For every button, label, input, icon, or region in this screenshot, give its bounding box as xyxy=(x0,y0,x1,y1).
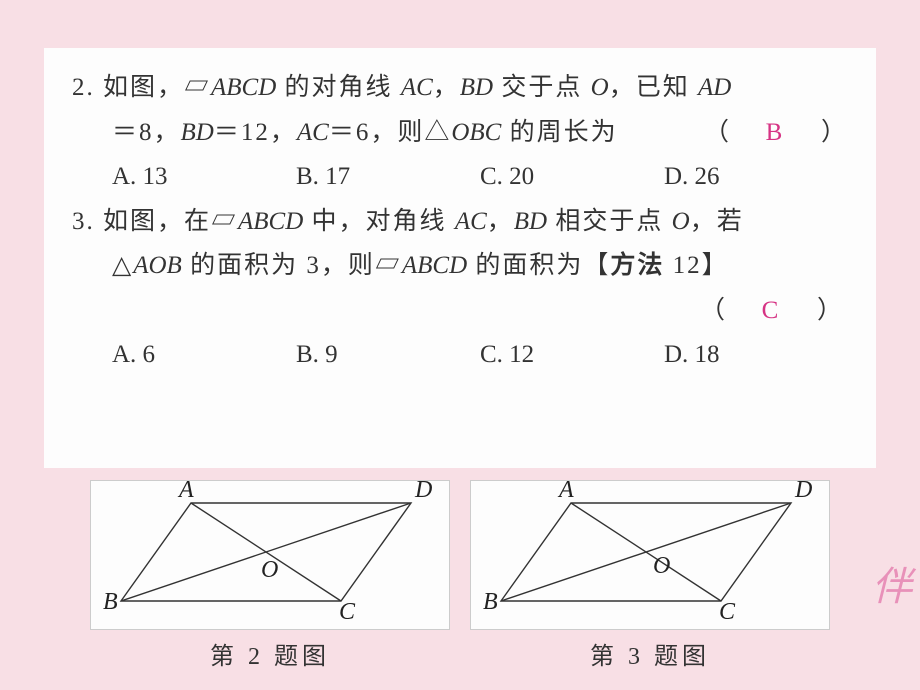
q2-answer-paren: （B） xyxy=(704,111,848,156)
q2-option-a: A. 13 xyxy=(112,155,296,200)
fig3-label-C: C xyxy=(719,599,735,626)
q3-line2: △AOB 的面积为 3，则▱ABCD 的面积为【方法 12】 xyxy=(72,244,848,289)
q2-option-b: B. 17 xyxy=(296,155,480,200)
q3-option-a: A. 6 xyxy=(112,333,296,378)
fig3-label-B: B xyxy=(483,589,498,616)
q3-number: 3. xyxy=(72,208,95,235)
fig2-label-A: A xyxy=(179,477,194,504)
q3-option-c: C. 12 xyxy=(480,333,664,378)
fig3-label-D: D xyxy=(795,477,812,504)
q3-option-b: B. 9 xyxy=(296,333,480,378)
fig2-label-B: B xyxy=(103,589,118,616)
q2-line1: 2. 如图，▱ABCD 的对角线 AC，BD 交于点 O，已知 AD xyxy=(72,66,848,111)
q2-answer: B xyxy=(731,111,821,156)
q2-option-c: C. 20 xyxy=(480,155,664,200)
q2-number: 2. xyxy=(72,74,95,101)
fig2-label-D: D xyxy=(415,477,432,504)
q3-line1: 3. 如图，在▱ABCD 中，对角线 AC，BD 相交于点 O，若 xyxy=(72,200,848,245)
q3-options: A. 6 B. 9 C. 12 D. 18 xyxy=(72,333,848,378)
q3-option-d: D. 18 xyxy=(664,333,848,378)
figure-3-diagram: A D B C O xyxy=(470,480,830,630)
figures-row: A D B C O 第 2 题图 A D B C O 第 3 题图 xyxy=(44,480,876,675)
q3-answer-line: （C） xyxy=(72,289,848,334)
parallelogram-3-svg xyxy=(471,481,831,631)
q2-options: A. 13 B. 17 C. 20 D. 26 xyxy=(72,155,848,200)
fig2-label-O: O xyxy=(261,557,278,584)
figure-2-caption: 第 2 题图 xyxy=(90,636,450,671)
q2-option-d: D. 26 xyxy=(664,155,848,200)
parallelogram-2-svg xyxy=(91,481,451,631)
fig2-label-C: C xyxy=(339,599,355,626)
q2-line2: ＝8，BD＝12，AC＝6，则△OBC 的周长为 （B） xyxy=(72,111,848,156)
q3-answer: C xyxy=(727,289,817,334)
question-panel: 2. 如图，▱ABCD 的对角线 AC，BD 交于点 O，已知 AD ＝8，BD… xyxy=(44,48,876,468)
figure-3-block: A D B C O 第 3 题图 xyxy=(470,480,830,675)
fig3-label-A: A xyxy=(559,477,574,504)
figure-3-caption: 第 3 题图 xyxy=(470,636,830,671)
figure-2-diagram: A D B C O xyxy=(90,480,450,630)
fig3-label-O: O xyxy=(653,553,670,580)
figure-2-block: A D B C O 第 2 题图 xyxy=(90,480,450,675)
watermark-text: 伴 xyxy=(872,554,914,612)
